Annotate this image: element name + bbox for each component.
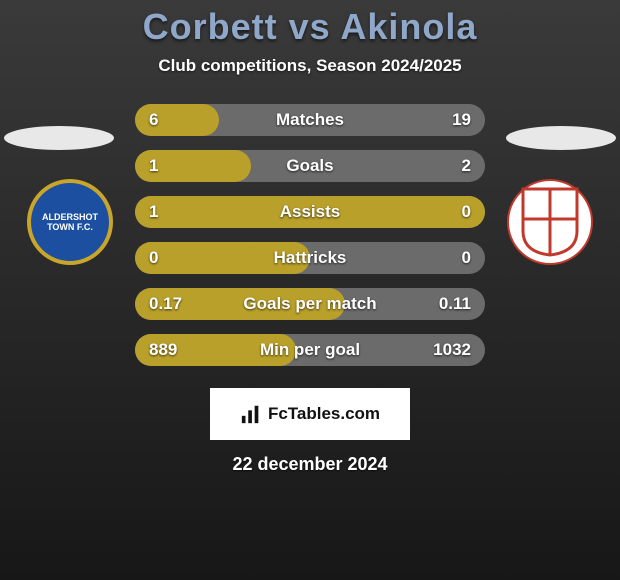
stat-row: 0.17Goals per match0.11 <box>135 288 485 320</box>
stat-label: Goals per match <box>135 294 485 314</box>
page-title: Corbett vs Akinola <box>0 0 620 48</box>
stat-label: Matches <box>135 110 485 130</box>
stat-right-value: 1032 <box>433 340 471 360</box>
brand-box: FcTables.com <box>210 388 410 440</box>
left-crest-label: ALDERSHOT TOWN F.C. <box>31 212 109 232</box>
stat-right-value: 2 <box>462 156 471 176</box>
stat-right-value: 0.11 <box>439 294 471 314</box>
subtitle: Club competitions, Season 2024/2025 <box>0 56 620 76</box>
stat-right-value: 0 <box>462 202 471 222</box>
stat-row: 1Goals2 <box>135 150 485 182</box>
stat-label: Goals <box>135 156 485 176</box>
brand-text: FcTables.com <box>268 404 380 424</box>
right-oval-decoration <box>506 126 616 150</box>
stat-row: 1Assists0 <box>135 196 485 228</box>
content-root: Corbett vs Akinola Club competitions, Se… <box>0 0 620 580</box>
stat-row: 0Hattricks0 <box>135 242 485 274</box>
left-oval-decoration <box>4 126 114 150</box>
stat-label: Assists <box>135 202 485 222</box>
footer-date: 22 december 2024 <box>0 454 620 475</box>
stat-row: 6Matches19 <box>135 104 485 136</box>
left-crest-inner: ALDERSHOT TOWN F.C. <box>27 179 113 265</box>
left-club-crest: ALDERSHOT TOWN F.C. <box>20 180 120 264</box>
stat-right-value: 0 <box>462 248 471 268</box>
stat-right-value: 19 <box>452 110 471 130</box>
stats-rows: 6Matches191Goals21Assists00Hattricks00.1… <box>135 104 485 366</box>
chart-icon <box>240 403 262 425</box>
stat-label: Hattricks <box>135 248 485 268</box>
right-club-crest <box>500 180 600 264</box>
shield-icon <box>520 186 580 258</box>
stat-row: 889Min per goal1032 <box>135 334 485 366</box>
right-crest-inner <box>507 179 593 265</box>
